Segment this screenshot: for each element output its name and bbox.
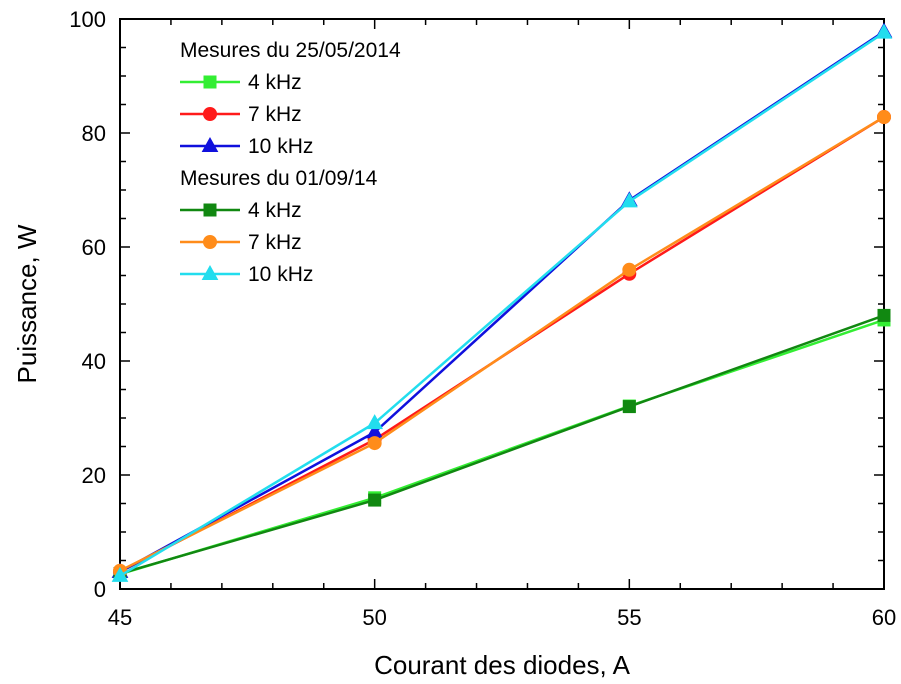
legend-label: 10 kHz (248, 263, 313, 286)
y-tick-label: 20 (82, 463, 106, 488)
legend-entry: 4 kHz (180, 71, 302, 94)
legend: Mesures du 25/05/2014 4 kHz 7 kHz 10 kHz Mes… (180, 39, 401, 286)
legend-label: 7 kHz (248, 231, 302, 254)
series-line (119, 314, 885, 575)
y-tick-label: 80 (82, 121, 106, 146)
y-axis-title: Puissance, W (12, 224, 42, 383)
series-layer (111, 22, 893, 582)
legend-entry: 10 kHz (180, 135, 313, 158)
data-point (622, 262, 637, 277)
series-line (119, 115, 885, 572)
x-tick-label: 50 (362, 605, 386, 630)
axis-tick-labels: 45 50 55 60 0 20 40 60 80 100 (69, 7, 896, 630)
x-tick-label: 45 (108, 605, 132, 630)
legend-label: 10 kHz (248, 135, 313, 158)
y-tick-label: 40 (82, 349, 106, 374)
legend-entry: 4 kHz (180, 199, 302, 222)
data-point (367, 436, 382, 451)
legend-entry: 7 kHz (180, 103, 302, 126)
legend-swatch-marker (203, 203, 217, 217)
y-tick-label: 0 (94, 577, 106, 602)
series-line (119, 30, 885, 573)
series-line (119, 31, 885, 577)
legend-entry: 10 kHz (180, 263, 313, 286)
data-point (877, 110, 891, 125)
data-point (622, 400, 636, 414)
data-point (875, 23, 893, 39)
legend-swatch-marker (201, 136, 219, 152)
legend-swatch-marker (203, 107, 217, 121)
series-group-2-2 (113, 110, 891, 578)
y-tick-label: 60 (82, 235, 106, 260)
legend-swatch-marker (201, 264, 219, 280)
data-point (877, 308, 891, 322)
legend-swatch-marker (203, 235, 217, 249)
axis-ticks (119, 18, 885, 590)
series-group-2-1 (113, 308, 891, 581)
legend-entry: 7 kHz (180, 231, 302, 254)
data-point (111, 566, 129, 582)
plot-frame (119, 18, 885, 590)
data-point (366, 414, 384, 430)
x-tick-label: 55 (617, 605, 641, 630)
plot-area-border (119, 18, 885, 590)
x-tick-label: 60 (872, 605, 896, 630)
legend-label: 7 kHz (248, 103, 302, 126)
data-point (620, 192, 638, 208)
x-axis-title: Courant des diodes, A (374, 650, 630, 680)
legend-swatch-marker (203, 75, 217, 89)
y-tick-label: 100 (69, 7, 106, 32)
legend-label: 4 kHz (248, 71, 302, 94)
series-group-2-3 (111, 23, 893, 582)
legend-group-title: Mesures du 01/09/14 (180, 167, 378, 190)
legend-group-title: Mesures du 25/05/2014 (180, 39, 401, 62)
legend-label: 4 kHz (248, 199, 302, 222)
data-point (368, 493, 382, 507)
